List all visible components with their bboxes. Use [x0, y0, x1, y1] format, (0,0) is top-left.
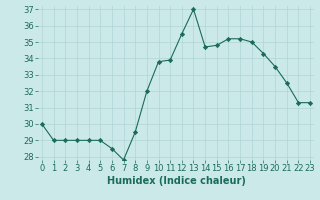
X-axis label: Humidex (Indice chaleur): Humidex (Indice chaleur)	[107, 176, 245, 186]
